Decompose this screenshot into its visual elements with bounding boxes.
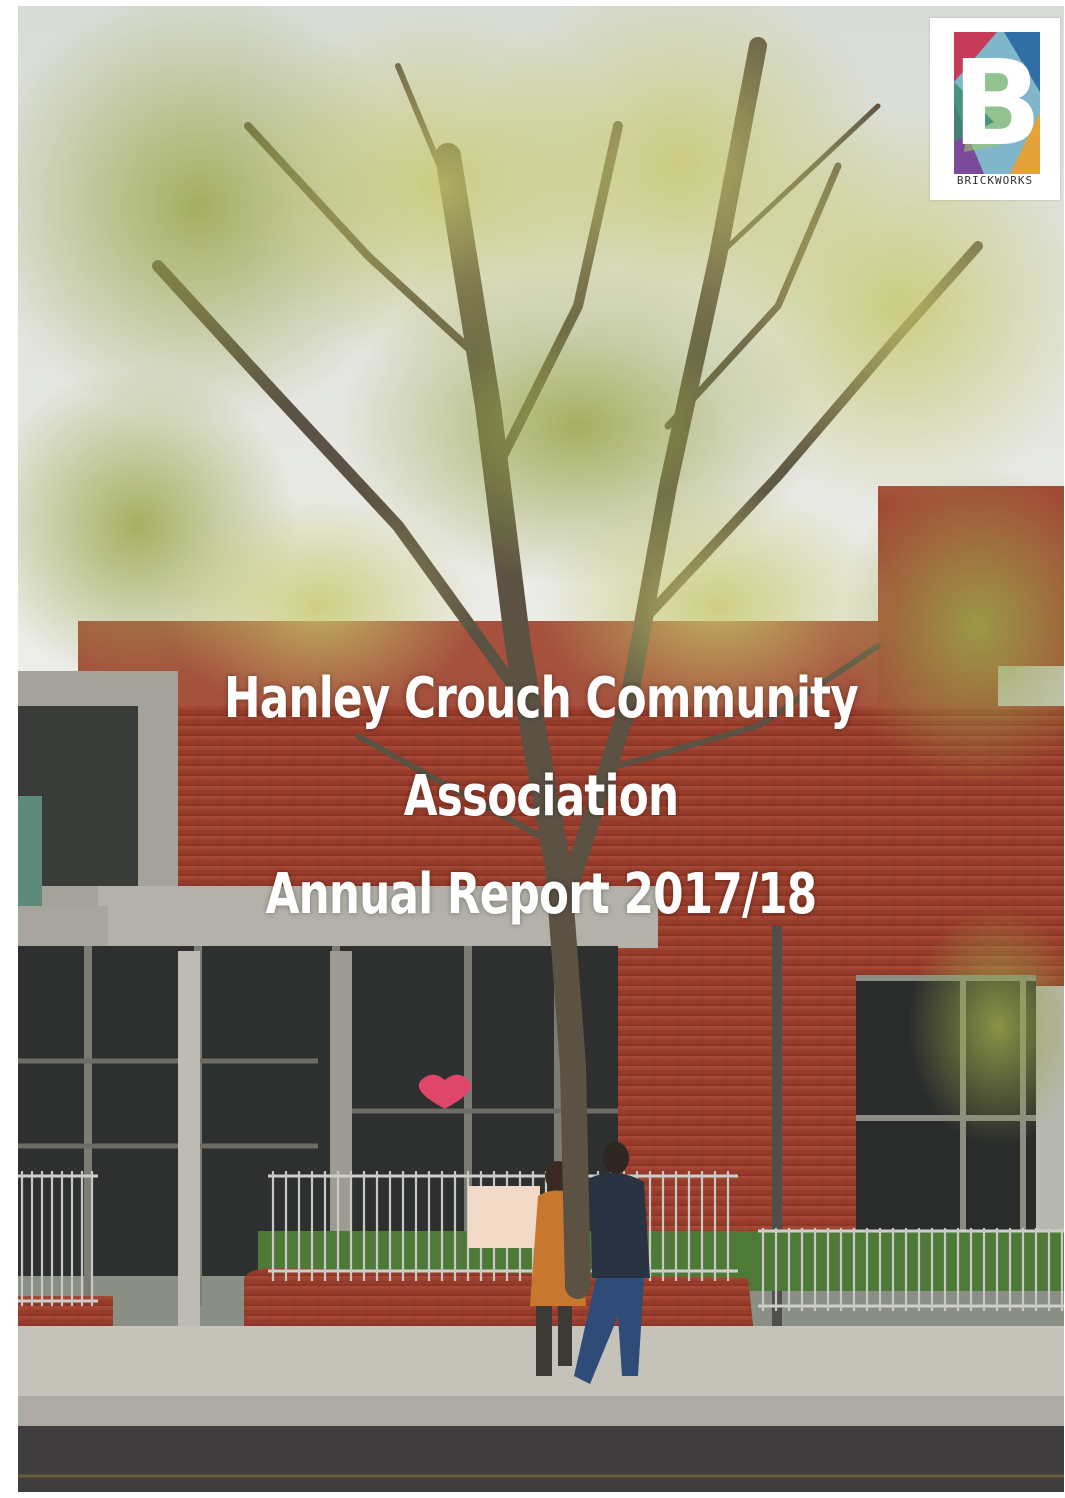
cover-photo	[18, 6, 1064, 1492]
brickworks-logo: B BRICKWORKS	[930, 18, 1060, 200]
logo-letter: B	[954, 34, 1040, 172]
title-line-report-year: Annual Report 2017/18	[265, 862, 818, 927]
brickworks-logo-mark-icon: B	[954, 32, 1040, 174]
title-line-organisation: Hanley Crouch Community	[224, 666, 859, 731]
title-line-association: Association	[403, 764, 679, 829]
logo-wordmark: BRICKWORKS	[956, 174, 1034, 187]
report-title: Hanley Crouch Community Association Annu…	[133, 650, 949, 944]
building-photo-illustration	[18, 6, 1064, 1492]
